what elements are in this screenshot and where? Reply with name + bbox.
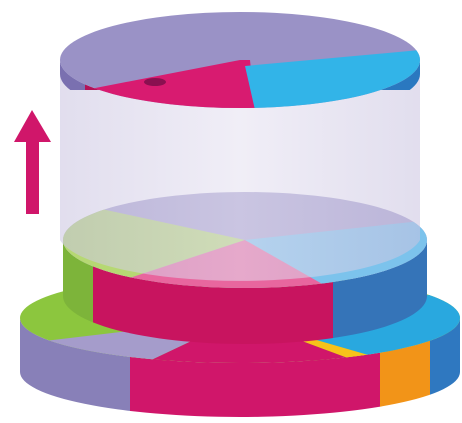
arrow-shaft [26, 140, 39, 214]
hole [144, 78, 166, 86]
up-arrow [14, 110, 51, 214]
arrow-head [14, 110, 51, 142]
glass-cylinder [60, 66, 420, 281]
top-disc [60, 12, 420, 108]
top-segment [130, 318, 380, 363]
